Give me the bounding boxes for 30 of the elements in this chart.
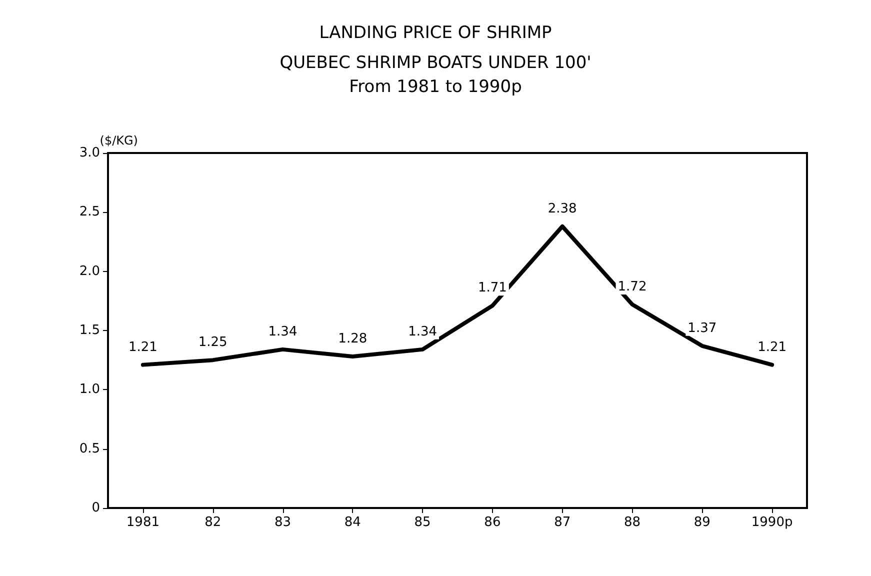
x-tick-label: 84 xyxy=(344,515,361,530)
data-label: 1.34 xyxy=(408,324,438,340)
data-label: 1.21 xyxy=(128,340,158,355)
y-tick-label: 2.5 xyxy=(79,204,100,220)
x-tick-label: 82 xyxy=(204,515,222,530)
data-label: 1.25 xyxy=(198,335,228,350)
y-tick-label: 0.5 xyxy=(79,441,100,456)
data-label: 1.72 xyxy=(618,279,647,294)
data-label: 2.38 xyxy=(548,201,577,216)
x-tick-label: 86 xyxy=(484,515,501,530)
data-label: 1.37 xyxy=(688,320,717,336)
data-label: 1.71 xyxy=(478,280,507,296)
y-axis-title: ($/KG) xyxy=(100,134,138,148)
x-tick-label: 1990p xyxy=(751,515,793,530)
x-tick-label: 83 xyxy=(274,515,292,530)
x-tick-label: 85 xyxy=(414,515,431,530)
data-label: 1.21 xyxy=(758,340,787,355)
x-tick-label: 88 xyxy=(624,515,641,530)
y-tick-label: 1.5 xyxy=(79,323,100,338)
chart-subtitle: QUEBEC SHRIMP BOATS UNDER 100' From 1981 to 1990p xyxy=(280,53,592,97)
x-tick-label: 89 xyxy=(694,515,710,530)
y-tick-label: 0 xyxy=(92,500,100,516)
y-tick-label: 1.0 xyxy=(79,382,100,398)
data-label: 1.28 xyxy=(338,332,368,347)
data-label: 1.34 xyxy=(268,324,298,340)
chart-title: LANDING PRICE OF SHRIMP xyxy=(319,23,552,43)
y-tick-label: 2.0 xyxy=(79,264,100,279)
x-tick-label: 87 xyxy=(554,515,571,530)
y-tick-label: 3.0 xyxy=(79,146,100,160)
x-tick-label: 1981 xyxy=(126,515,160,530)
